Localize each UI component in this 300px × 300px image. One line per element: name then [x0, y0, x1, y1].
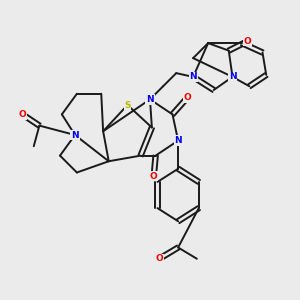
Text: N: N	[229, 72, 236, 81]
Text: N: N	[174, 136, 182, 145]
Text: O: O	[184, 93, 191, 102]
Text: O: O	[244, 37, 251, 46]
Text: O: O	[19, 110, 26, 119]
Text: N: N	[146, 95, 154, 104]
Text: S: S	[124, 100, 131, 109]
Text: N: N	[71, 130, 79, 140]
Text: N: N	[189, 72, 197, 81]
Text: O: O	[155, 254, 163, 263]
Text: O: O	[150, 172, 158, 181]
